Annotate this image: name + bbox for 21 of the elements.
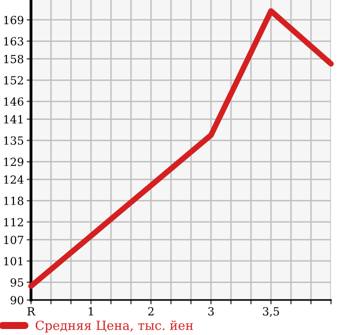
y-tick-label: 169 (4, 16, 24, 24)
x-tick-label: 3,5 (263, 307, 279, 317)
y-tick-label: 118 (4, 196, 24, 206)
y-tick-label: 163 (4, 37, 24, 46)
y-tick-label: 124 (4, 175, 24, 184)
legend-label: Средняя Цена, тыс. йен (36, 320, 193, 332)
y-tick-label: 90 (10, 296, 24, 304)
y-tick-label: 158 (4, 54, 24, 64)
y-tick-label: 129 (4, 158, 24, 166)
y-tick-label: 107 (4, 236, 24, 244)
x-tick-label: 2 (148, 307, 154, 316)
y-tick-label: 101 (4, 256, 22, 266)
y-tick-label: 152 (4, 76, 23, 85)
x-tick-label: 1 (88, 307, 93, 316)
y-tick-label: 95 (10, 278, 24, 287)
y-tick-label: 135 (4, 136, 24, 145)
x-tick-label: R (27, 307, 36, 316)
y-tick-label: 112 (4, 218, 23, 226)
y-tick-label: 141 (4, 115, 22, 124)
y-tick-label: 146 (4, 97, 24, 106)
x-tick-label: 3 (208, 307, 214, 316)
